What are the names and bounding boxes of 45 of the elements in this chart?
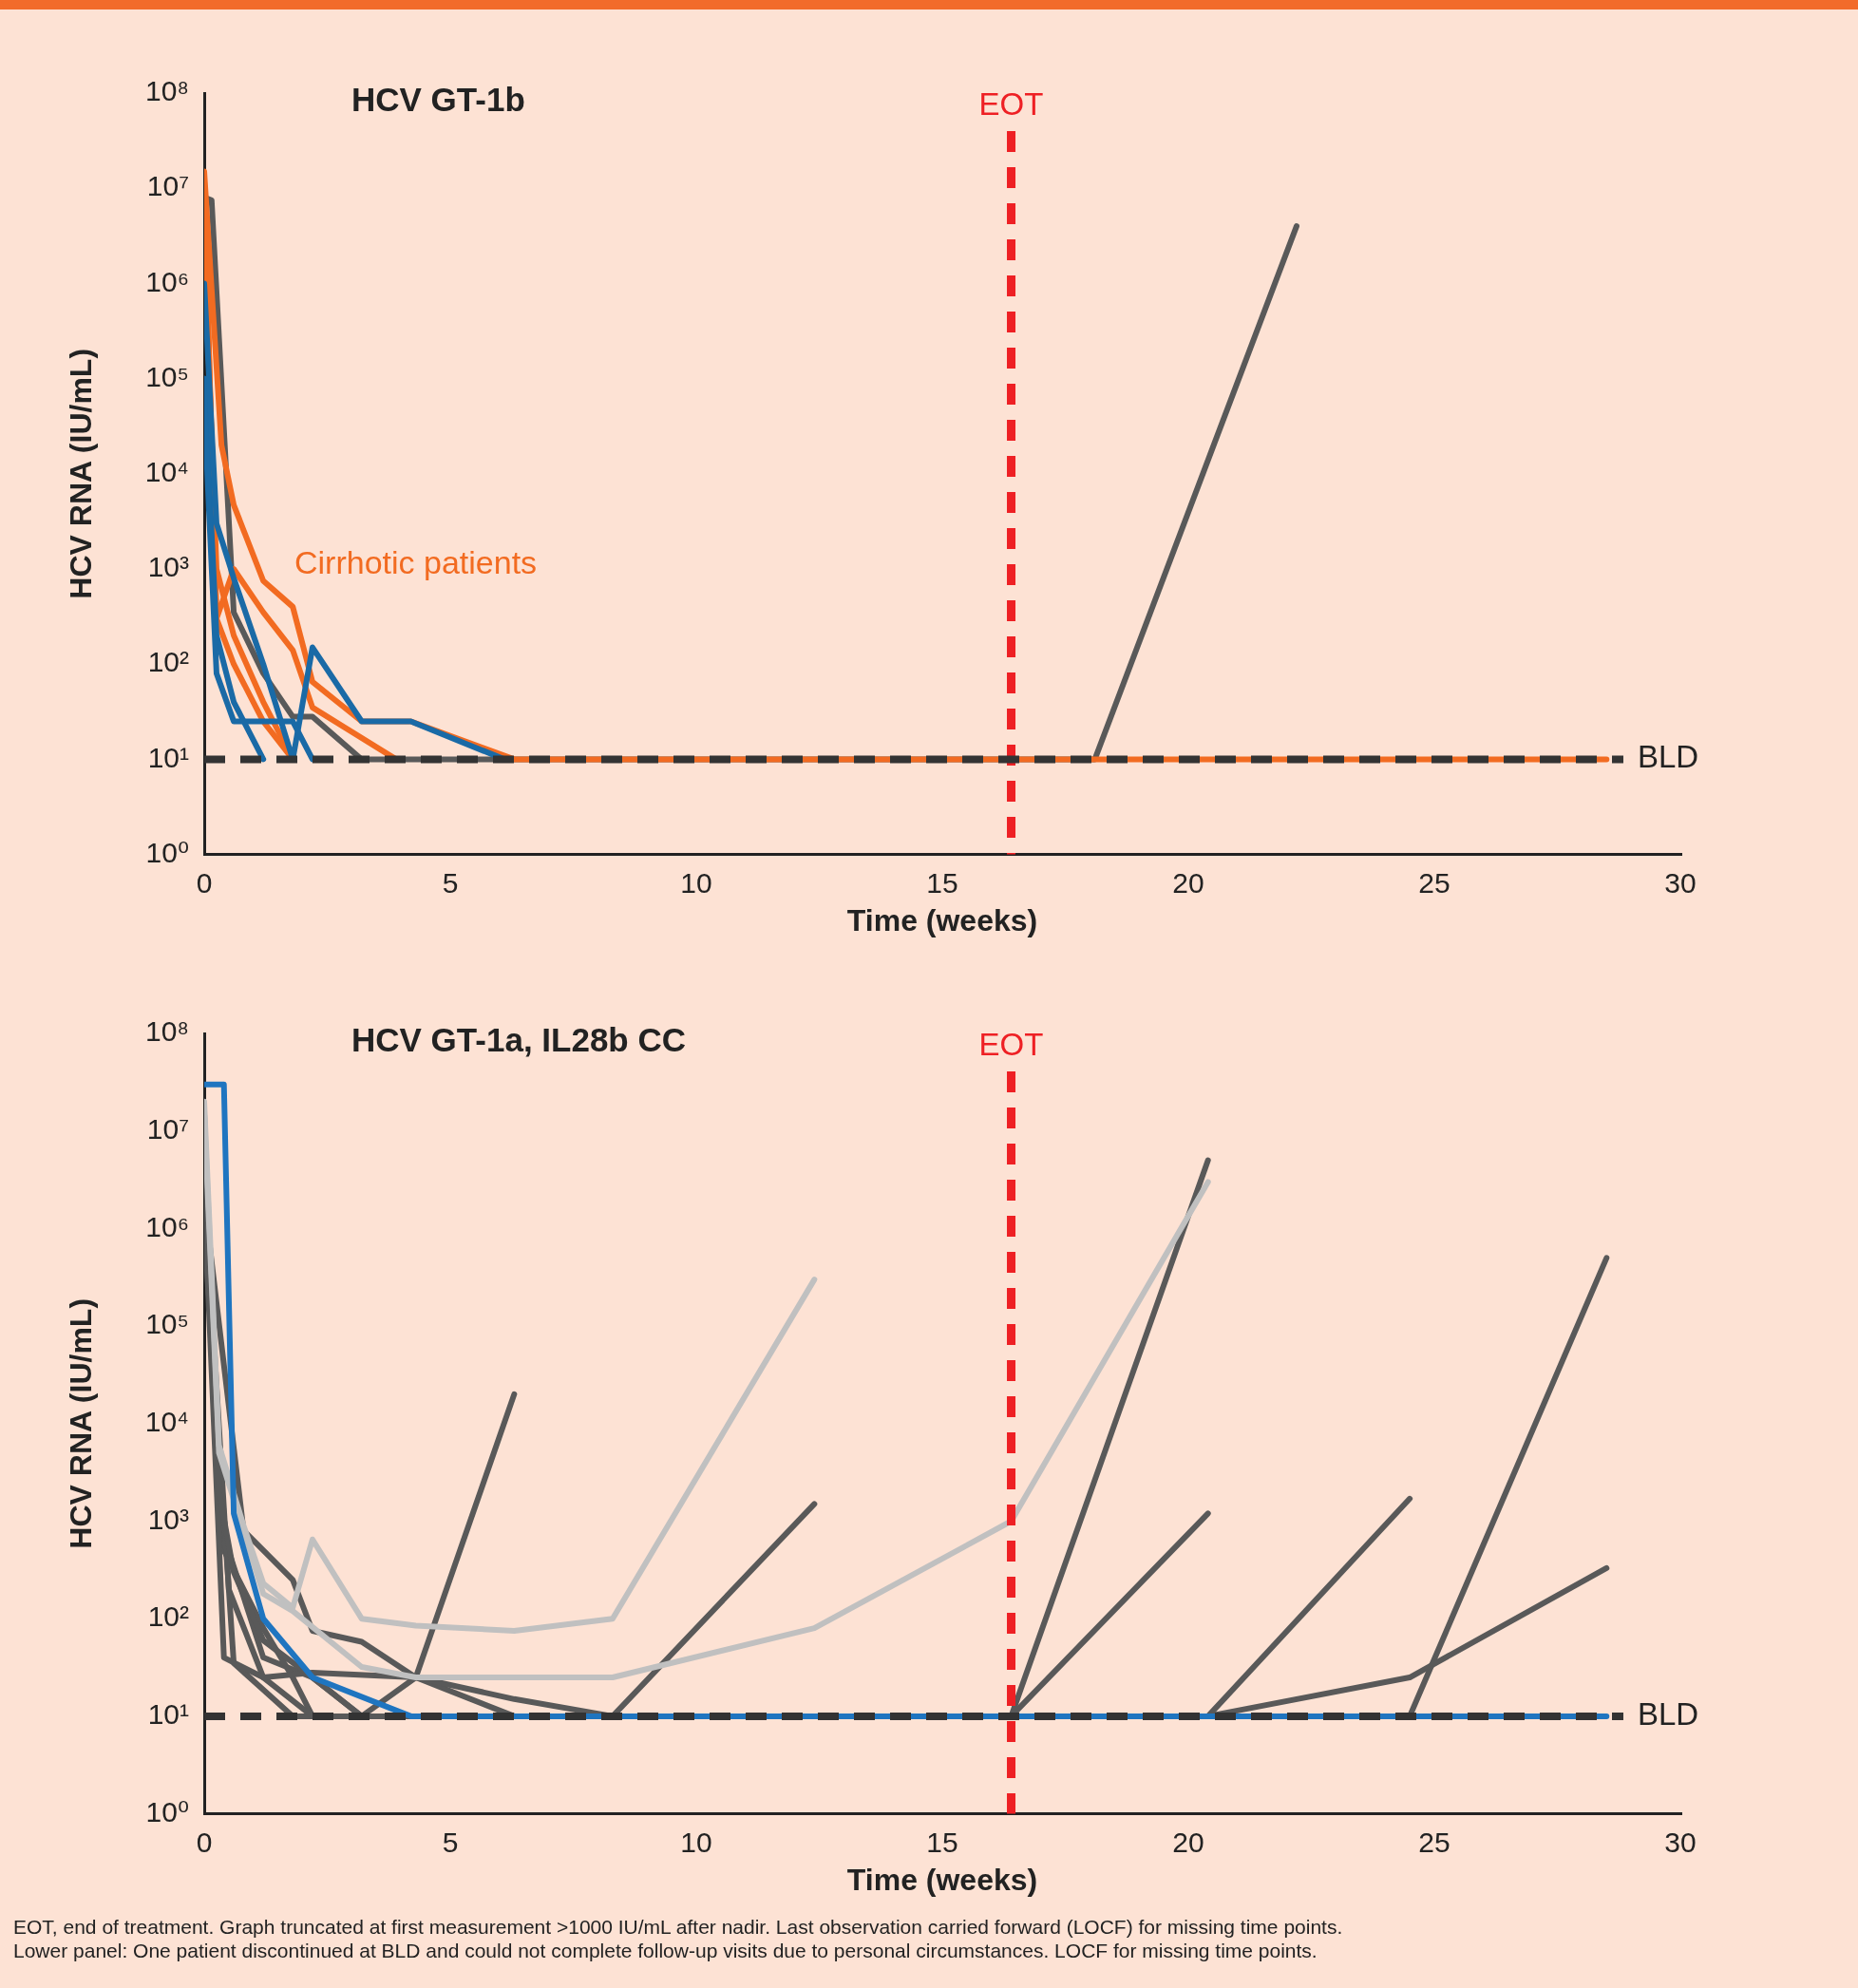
y-tick-label: 10⁴	[144, 1406, 189, 1438]
y-tick-label: 10²	[147, 646, 190, 678]
y-tick-label: 10⁷	[146, 170, 189, 202]
x-axis-title: Time (weeks)	[846, 1862, 1038, 1897]
x-tick-label: 20	[1172, 866, 1204, 899]
x-tick-label: 20	[1172, 1826, 1204, 1858]
y-tick-label: 10⁸	[144, 75, 189, 107]
ref-line-label: EOT	[978, 85, 1044, 122]
y-tick-label: 10⁵	[145, 360, 189, 392]
y-axis-title: HCV RNA (IU/mL)	[64, 348, 99, 599]
y-tick-label: 10⁰	[145, 836, 189, 868]
y-tick-label: 10⁴	[144, 456, 189, 488]
y-tick-label: 10²	[147, 1600, 190, 1633]
text: Lower panel: One patient discontinued at BLD and could not complete follow-up visits due to personal circumstances. LOCF for missing time points.	[13, 1939, 1318, 1962]
x-tick-label: 15	[926, 866, 958, 899]
x-tick-label: 15	[926, 1826, 958, 1858]
chart-title: HCV GT-1a, IL28b CC	[351, 1021, 687, 1059]
x-tick-label: 5	[442, 866, 459, 899]
text: EOT, end of treatment. Graph truncated at first measurement >1000 IU/mL after nadir. Last observation carried forward (LOCF) for missing time points.	[13, 1915, 1344, 1939]
y-tick-label: 10³	[147, 551, 190, 583]
x-axis-title: Time (weeks)	[846, 902, 1038, 937]
y-tick-label: 10³	[147, 1503, 190, 1535]
y-tick-label: 10⁸	[144, 1015, 189, 1048]
y-tick-label: 10⁶	[145, 1210, 189, 1242]
ref-line-label: BLD	[1638, 739, 1699, 775]
annotation: Cirrhotic patients	[294, 544, 538, 581]
x-tick-label: 0	[196, 866, 213, 899]
x-tick-label: 30	[1664, 1826, 1697, 1858]
y-tick-label: 10⁶	[145, 265, 189, 297]
ref-line-label: BLD	[1638, 1695, 1699, 1732]
y-tick-label: 10⁵	[145, 1308, 189, 1340]
x-tick-label: 0	[196, 1826, 213, 1858]
y-tick-label: 10⁷	[146, 1112, 189, 1145]
y-tick-label: 10⁰	[145, 1795, 189, 1827]
x-tick-label: 30	[1664, 866, 1697, 899]
chart-title: HCV GT-1b	[351, 81, 525, 119]
x-tick-label: 25	[1418, 1826, 1450, 1858]
x-tick-label: 5	[442, 1826, 459, 1858]
x-tick-label: 10	[680, 1826, 712, 1858]
y-tick-label: 10¹	[147, 741, 190, 773]
y-axis-title: HCV RNA (IU/mL)	[64, 1297, 99, 1549]
y-tick-label: 10¹	[147, 1698, 190, 1731]
x-tick-label: 25	[1418, 866, 1450, 899]
ref-line-label: EOT	[978, 1026, 1044, 1062]
x-tick-label: 10	[680, 866, 712, 899]
